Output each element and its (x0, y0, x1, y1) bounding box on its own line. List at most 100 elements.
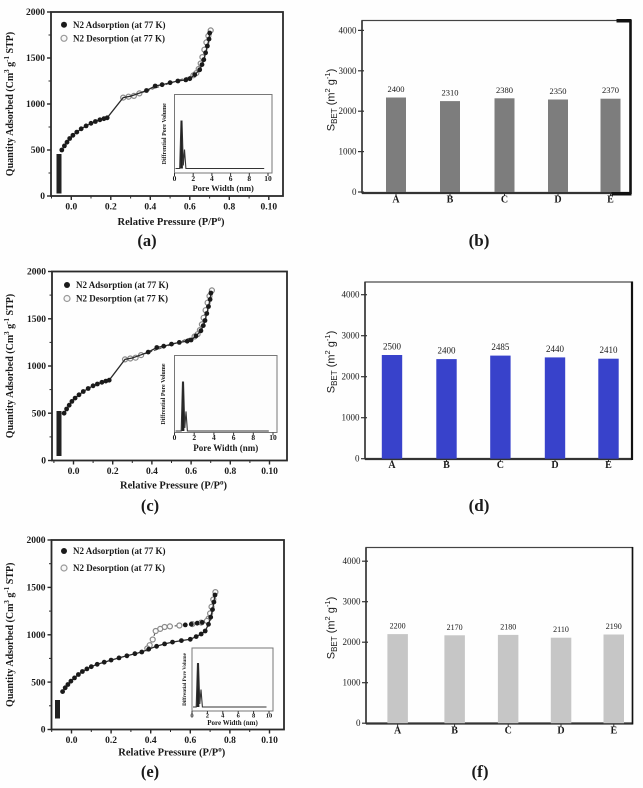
svg-text:Relative Pressure (P/Po): Relative Pressure (P/Po) (118, 215, 225, 228)
svg-text:2350: 2350 (550, 86, 567, 96)
svg-text:1000: 1000 (27, 362, 46, 372)
svg-text:0: 0 (356, 718, 361, 728)
svg-text:E: E (610, 726, 617, 737)
svg-text:8: 8 (247, 174, 251, 183)
svg-text:N2 Adsorption (at 77 K): N2 Adsorption (at 77 K) (76, 280, 169, 290)
svg-text:4000: 4000 (342, 290, 361, 300)
svg-text:E: E (607, 195, 614, 206)
svg-text:N2 Desorption (at 77 K): N2 Desorption (at 77 K) (73, 34, 165, 44)
svg-text:B: B (451, 726, 458, 737)
svg-text:2370: 2370 (602, 85, 619, 95)
svg-text:0.6: 0.6 (185, 467, 197, 477)
svg-text:0.4: 0.4 (146, 467, 158, 477)
svg-text:1000: 1000 (27, 631, 46, 641)
svg-text:10: 10 (264, 174, 272, 183)
svg-text:Diffrential Pore Volume: Diffrential Pore Volume (182, 652, 188, 706)
svg-text:1500: 1500 (27, 315, 46, 325)
svg-text:Relative Pressure (P/Po): Relative Pressure (P/Po) (120, 479, 227, 492)
svg-text:N2 Adsorption (at 77 K): N2 Adsorption (at 77 K) (73, 546, 166, 556)
svg-text:E: E (605, 460, 612, 471)
svg-text:2000: 2000 (342, 372, 361, 382)
svg-text:0: 0 (190, 713, 193, 720)
svg-text:3000: 3000 (339, 66, 358, 76)
svg-text:N2 Desorption (at 77 K): N2 Desorption (at 77 K) (76, 294, 168, 304)
svg-text:2000: 2000 (339, 106, 358, 116)
svg-text:2000: 2000 (343, 637, 362, 647)
svg-text:2200: 2200 (390, 622, 406, 631)
svg-text:Pore Width (nm): Pore Width (nm) (192, 183, 254, 193)
svg-text:3000: 3000 (343, 597, 362, 607)
svg-text:A: A (392, 195, 400, 206)
svg-text:A: A (388, 460, 396, 471)
svg-text:2190: 2190 (606, 622, 622, 631)
svg-text:2: 2 (191, 174, 195, 183)
svg-text:Quantity Adsorbed (Cm3 g-1 STP: Quantity Adsorbed (Cm3 g-1 STP) (3, 294, 16, 438)
svg-text:2440: 2440 (546, 344, 565, 354)
svg-text:6: 6 (229, 174, 233, 183)
svg-text:0: 0 (40, 192, 45, 202)
svg-text:SBET (m2 g-1): SBET (m2 g-1) (323, 597, 339, 660)
svg-text:SBET (m2 g-1): SBET (m2 g-1) (323, 69, 339, 132)
svg-text:1000: 1000 (26, 100, 45, 110)
svg-text:2380: 2380 (496, 85, 513, 95)
svg-text:Quantity Adsorbed (Cm3 g-1 STP: Quantity Adsorbed (Cm3 g-1 STP) (3, 563, 16, 707)
svg-text:2000: 2000 (27, 536, 46, 546)
svg-text:(f): (f) (472, 762, 489, 781)
svg-text:2: 2 (192, 433, 196, 442)
svg-text:(a): (a) (137, 231, 156, 250)
svg-text:2000: 2000 (27, 268, 46, 278)
svg-text:4000: 4000 (339, 25, 358, 35)
svg-text:0: 0 (173, 174, 177, 183)
svg-text:(d): (d) (469, 496, 490, 515)
svg-text:4: 4 (210, 174, 214, 183)
svg-text:0.10: 0.10 (261, 467, 278, 477)
svg-text:D: D (551, 460, 558, 471)
svg-text:500: 500 (32, 409, 47, 419)
svg-text:2410: 2410 (600, 345, 619, 355)
svg-text:(c): (c) (141, 496, 159, 515)
svg-text:(e): (e) (141, 762, 159, 781)
svg-text:6: 6 (232, 433, 236, 442)
svg-text:2310: 2310 (442, 88, 459, 98)
svg-text:4: 4 (221, 713, 225, 720)
svg-text:0.10: 0.10 (260, 203, 277, 213)
svg-text:A: A (394, 726, 402, 737)
svg-text:500: 500 (31, 678, 46, 688)
svg-text:2000: 2000 (26, 8, 45, 18)
svg-text:1000: 1000 (342, 413, 361, 423)
svg-text:0: 0 (41, 726, 46, 736)
svg-text:8: 8 (251, 433, 255, 442)
svg-text:0.0: 0.0 (65, 203, 77, 213)
svg-text:2400: 2400 (388, 84, 405, 94)
svg-text:D: D (554, 195, 561, 206)
svg-text:0.2: 0.2 (105, 203, 117, 213)
svg-text:Diffrential Pore Volume: Diffrential Pore Volume (161, 363, 167, 424)
svg-text:C: C (497, 460, 504, 471)
svg-text:1500: 1500 (27, 584, 46, 594)
svg-text:N2 Adsorption (at 77 K): N2 Adsorption (at 77 K) (73, 20, 166, 30)
svg-text:4: 4 (212, 433, 216, 442)
svg-text:0.0: 0.0 (66, 736, 78, 746)
svg-text:0.8: 0.8 (224, 467, 236, 477)
svg-text:Pore Width (nm): Pore Width (nm) (193, 443, 258, 453)
svg-text:2180: 2180 (500, 622, 516, 631)
svg-text:0.10: 0.10 (261, 736, 278, 746)
svg-text:0: 0 (41, 457, 46, 467)
svg-text:B: B (447, 195, 454, 206)
svg-text:0: 0 (355, 454, 360, 464)
svg-text:8: 8 (252, 713, 256, 720)
svg-text:0.4: 0.4 (145, 736, 157, 746)
svg-text:0.6: 0.6 (184, 203, 196, 213)
svg-text:0.6: 0.6 (184, 736, 196, 746)
svg-text:Pore Width (nm): Pore Width (nm) (207, 719, 258, 727)
svg-text:0.8: 0.8 (224, 736, 236, 746)
svg-text:3000: 3000 (342, 331, 361, 341)
svg-text:1000: 1000 (343, 678, 362, 688)
svg-text:2500: 2500 (383, 342, 402, 352)
svg-text:0.2: 0.2 (107, 467, 119, 477)
svg-text:B: B (443, 460, 450, 471)
svg-text:2485: 2485 (491, 342, 510, 352)
svg-text:6: 6 (237, 713, 241, 720)
svg-text:2170: 2170 (447, 623, 463, 632)
svg-text:0: 0 (352, 187, 357, 197)
